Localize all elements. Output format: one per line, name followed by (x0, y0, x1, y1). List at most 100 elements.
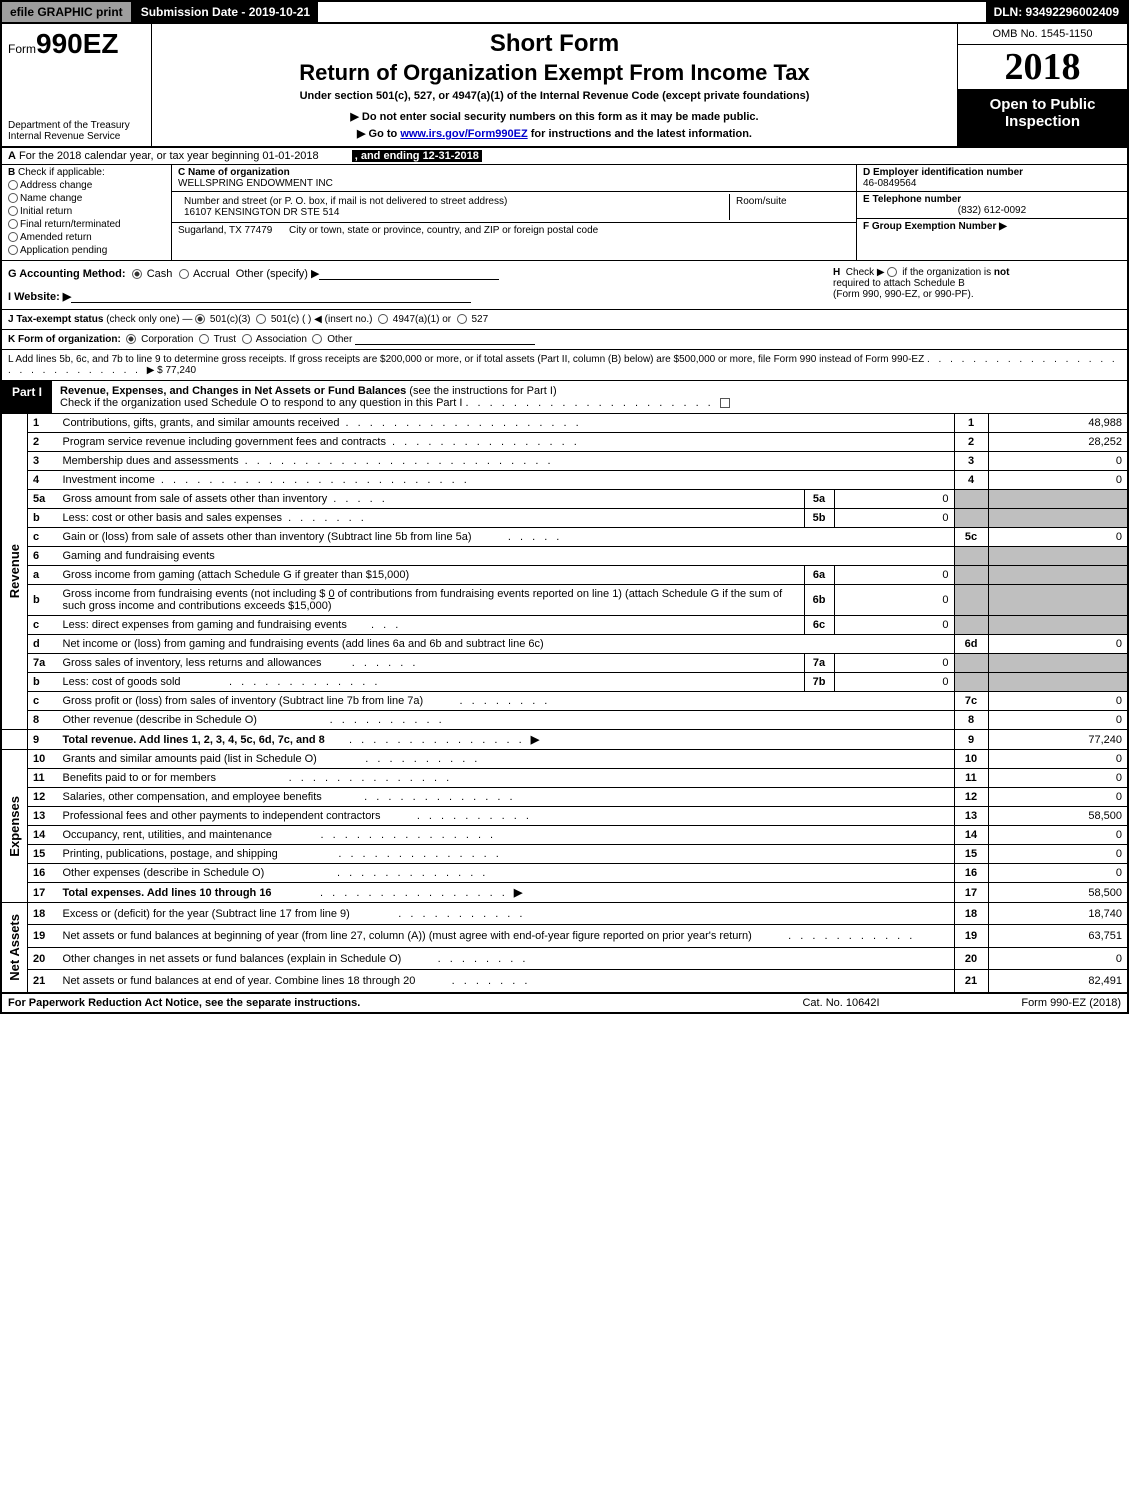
box-1: 1 (954, 414, 988, 433)
val-5b-grey (988, 509, 1128, 528)
box-5c: 5c (954, 528, 988, 547)
i-website-input[interactable] (71, 302, 471, 303)
chk-initial-return[interactable]: Initial return (8, 206, 165, 217)
j-radio-501c3-icon[interactable] (195, 314, 205, 324)
ln-4: 4 (28, 471, 58, 490)
desc-14: Occupancy, rent, utilities, and maintena… (58, 826, 955, 845)
j-radio-527-icon[interactable] (457, 314, 467, 324)
irs-link[interactable]: www.irs.gov/Form990EZ (400, 128, 527, 140)
desc-6c: Less: direct expenses from gaming and fu… (58, 616, 805, 635)
ln-5c: c (28, 528, 58, 547)
g-other-input[interactable] (319, 279, 499, 280)
ln-13: 13 (28, 807, 58, 826)
j-501c: 501(c) ( ) ◀ (insert no.) (271, 314, 373, 325)
c-addr: 16107 KENSINGTON DR STE 514 (184, 207, 723, 218)
j-radio-501c-icon[interactable] (256, 314, 266, 324)
form-header: Form990EZ Department of the Treasury Int… (0, 24, 1129, 148)
row-10: Expenses 10 Grants and similar amounts p… (1, 750, 1128, 769)
k-radio-corp-icon[interactable] (126, 334, 136, 344)
part1-header: Part I Revenue, Expenses, and Changes in… (0, 381, 1129, 414)
row-ghi: G Accounting Method: Cash Accrual Other … (0, 261, 1129, 310)
row-18: Net Assets 18 Excess or (deficit) for th… (1, 903, 1128, 925)
box-21: 21 (954, 970, 988, 993)
ln-9: 9 (28, 730, 58, 750)
ln-6d: d (28, 635, 58, 654)
row-3: 3 Membership dues and assessments . . . … (1, 452, 1128, 471)
part1-checkbox[interactable] (720, 398, 730, 408)
desc-5c: Gain or (loss) from sale of assets other… (58, 528, 955, 547)
val-21: 82,491 (988, 970, 1128, 993)
row-6a: a Gross income from gaming (attach Sched… (1, 566, 1128, 585)
row-a: A For the 2018 calendar year, or tax yea… (0, 148, 1129, 165)
f-cell: F Group Exemption Number ▶ (857, 219, 1127, 260)
val-15: 0 (988, 845, 1128, 864)
chk-final-return[interactable]: Final return/terminated (8, 219, 165, 230)
h-check: Check ▶ (846, 267, 885, 278)
val-16: 0 (988, 864, 1128, 883)
f-arrow: ▶ (999, 221, 1007, 232)
ln-20: 20 (28, 947, 58, 969)
k-corp: Corporation (141, 334, 193, 345)
form-prefix: Form (8, 42, 36, 56)
mid-7b: 7b (804, 673, 834, 692)
midval-6b: 0 (834, 585, 954, 616)
k-radio-other-icon[interactable] (312, 334, 322, 344)
ln-6: 6 (28, 547, 58, 566)
k-radio-trust-icon[interactable] (199, 334, 209, 344)
ln-21: 21 (28, 970, 58, 993)
chk-application-pending[interactable]: Application pending (8, 245, 165, 256)
label-b: B (8, 167, 15, 178)
open-line2: Inspection (962, 113, 1123, 130)
footer: For Paperwork Reduction Act Notice, see … (0, 994, 1129, 1014)
j-label: J Tax-exempt status (8, 314, 103, 325)
part1-tag: Part I (2, 381, 52, 413)
arrow-17: ▶ (514, 887, 522, 899)
part1-dots: . . . . . . . . . . . . . . . . . . . . … (465, 397, 719, 409)
val-5c: 0 (988, 528, 1128, 547)
chk-amended-return[interactable]: Amended return (8, 232, 165, 243)
f-label: F Group Exemption Number (863, 221, 996, 232)
j-527: 527 (471, 314, 488, 325)
ln-8: 8 (28, 711, 58, 730)
chk-name-change[interactable]: Name change (8, 193, 165, 204)
val-18: 18,740 (988, 903, 1128, 925)
c-label: C Name of organization (178, 167, 850, 178)
ln-6a: a (28, 566, 58, 585)
desc-15: Printing, publications, postage, and shi… (58, 845, 955, 864)
radio-cash-icon[interactable] (132, 269, 142, 279)
row-13: 13 Professional fees and other payments … (1, 807, 1128, 826)
k-other-input[interactable] (355, 344, 535, 345)
efile-print-button[interactable]: efile GRAPHIC print (2, 2, 133, 22)
desc-6: Gaming and fundraising events (58, 547, 955, 566)
footer-left: For Paperwork Reduction Act Notice, see … (8, 997, 741, 1009)
open-line1: Open to Public (962, 96, 1123, 113)
box-19: 19 (954, 925, 988, 947)
mid-6a: 6a (804, 566, 834, 585)
label-a: A (8, 150, 16, 162)
c-address-row: Number and street (or P. O. box, if mail… (172, 192, 856, 223)
desc-10: Grants and similar amounts paid (list in… (58, 750, 955, 769)
j-radio-4947-icon[interactable] (378, 314, 388, 324)
k-radio-assoc-icon[interactable] (242, 334, 252, 344)
box-4: 4 (954, 471, 988, 490)
mid-5a: 5a (804, 490, 834, 509)
row-6c: c Less: direct expenses from gaming and … (1, 616, 1128, 635)
h-radio-icon[interactable] (887, 267, 897, 277)
row-12: 12 Salaries, other compensation, and emp… (1, 788, 1128, 807)
ln-7a: 7a (28, 654, 58, 673)
chk-address-change[interactable]: Address change (8, 180, 165, 191)
val-19: 63,751 (988, 925, 1128, 947)
block-bcdef: B Check if applicable: Address change Na… (0, 165, 1129, 261)
ln-7c: c (28, 692, 58, 711)
box-13: 13 (954, 807, 988, 826)
goto-post: for instructions and the latest informat… (528, 128, 752, 140)
part1-text: Revenue, Expenses, and Changes in Net As… (52, 381, 1127, 413)
desc-17: Total expenses. Add lines 10 through 16 … (58, 883, 955, 903)
val-11: 0 (988, 769, 1128, 788)
submission-date: Submission Date - 2019-10-21 (133, 2, 318, 22)
radio-accrual-icon[interactable] (179, 269, 189, 279)
ln-12: 12 (28, 788, 58, 807)
val-7a-grey (988, 654, 1128, 673)
box-6b-grey (954, 585, 988, 616)
mid-7a: 7a (804, 654, 834, 673)
